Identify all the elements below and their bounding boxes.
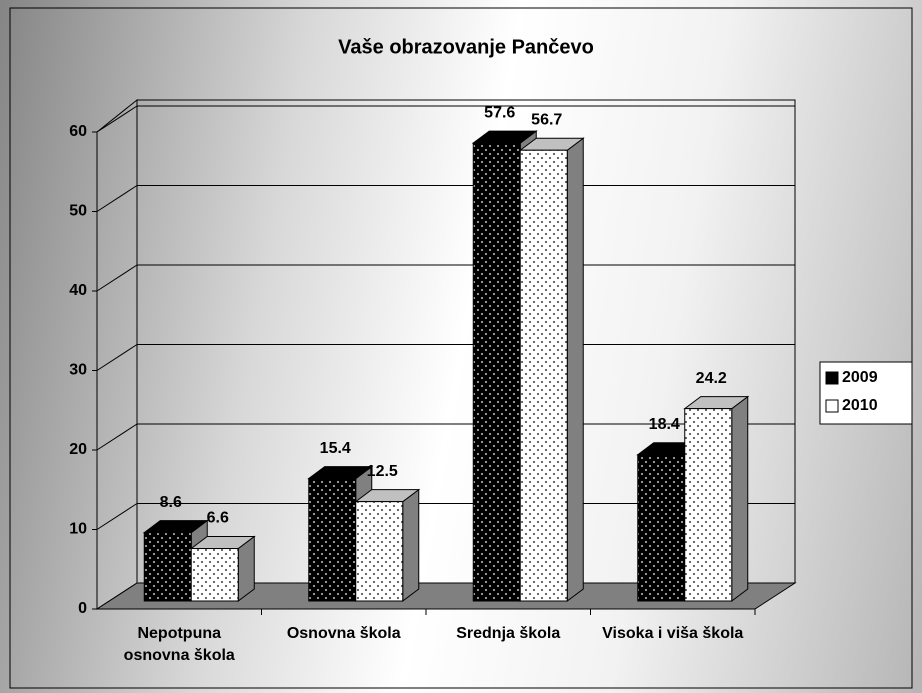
data-label: 56.7	[531, 111, 562, 128]
grid-line	[96, 344, 138, 371]
y-tick-label: 30	[69, 362, 87, 379]
side-wall	[96, 98, 138, 610]
bar-side	[402, 488, 420, 602]
x-tick-label: Visoka i viša škola	[602, 625, 744, 642]
legend-label: 2009	[842, 369, 878, 386]
chart-title: Vaše obrazovanje Pančevo	[338, 36, 594, 58]
bar	[308, 478, 357, 602]
bar	[684, 408, 733, 602]
legend-swatch	[825, 399, 839, 413]
bar	[472, 142, 521, 602]
y-tick-label: 10	[69, 521, 87, 538]
grid-line	[96, 423, 138, 451]
bar	[143, 532, 192, 602]
data-label: 8.6	[160, 494, 182, 511]
data-label: 57.6	[484, 104, 515, 121]
y-tick-label: 50	[69, 203, 87, 220]
y-tick-label: 60	[69, 123, 87, 140]
x-tick-label: Nepotpuna osnovna škola	[123, 625, 235, 664]
y-tick-label: 40	[69, 282, 87, 299]
frame	[9, 7, 913, 689]
data-label: 24.2	[696, 370, 727, 387]
bar-side	[731, 395, 749, 602]
grid-line	[96, 105, 138, 133]
y-tick-label: 20	[69, 441, 87, 458]
x-tick-label: Srednja škola	[456, 625, 561, 642]
data-label: 12.5	[367, 463, 398, 480]
bar	[637, 454, 686, 602]
y-tick-label: 0	[78, 600, 87, 617]
grid-line	[96, 185, 138, 212]
x-tick-label: Osnovna škola	[286, 625, 401, 642]
bar	[190, 548, 239, 602]
legend-box	[819, 361, 913, 425]
grid-line	[96, 503, 138, 530]
bar-side	[566, 137, 584, 602]
data-label: 18.4	[649, 416, 680, 433]
bar	[519, 149, 568, 602]
data-label: 15.4	[320, 440, 351, 457]
legend-label: 2010	[842, 397, 878, 414]
legend-swatch	[825, 371, 839, 385]
data-label: 6.6	[207, 510, 229, 527]
bar	[355, 501, 404, 602]
grid-line	[96, 264, 138, 292]
